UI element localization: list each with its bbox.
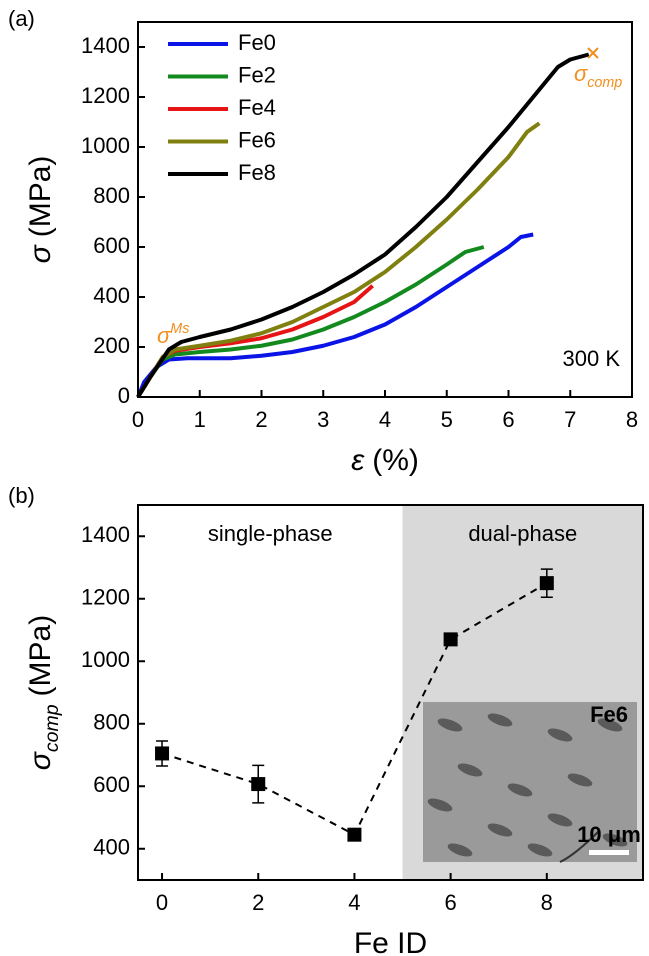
x-tick-label: 7 [564,407,576,432]
inset-precipitate [602,833,628,847]
scale-bar-label: 10 μm [577,822,641,847]
curve [136,52,590,399]
inset-precipitate [547,813,573,827]
label-superscript: Ms [170,321,189,337]
x-tick-label: 8 [541,890,553,915]
legend-label: Fe2 [238,62,276,87]
x-tick-label: 8 [626,407,638,432]
inset-precipitate [567,773,593,787]
y-tick-label: 600 [93,772,130,797]
inset-precipitate [487,823,513,837]
axes-frame [137,504,644,881]
inset-precipitate [597,718,623,732]
y-tick-label: 1200 [81,585,130,610]
scale-bar [589,850,629,855]
inset-precipitate [457,763,483,777]
label-symbol: σ [574,61,588,86]
inset-label: Fe6 [590,702,628,727]
data-point [155,746,170,761]
x-tick-label: 1 [194,407,206,432]
y-tick-label: 200 [93,333,130,358]
x-tick-label: 4 [348,890,360,915]
label-symbol: σ [24,243,57,263]
y-tick-label: 800 [93,183,130,208]
x-tick-label: 2 [252,890,264,915]
y-tick-label: 0 [118,383,130,408]
x-tick-label: 6 [502,407,514,432]
x-tick-label: 3 [317,407,329,432]
stress-marker: σcomp [574,61,622,91]
y-tick-label: 1000 [81,647,130,672]
y-axis-label: σcomp (MPa) [24,615,63,770]
legend-label: Fe0 [238,30,276,55]
curve [136,232,534,398]
label-subscript: comp [41,704,63,752]
y-tick-label: 400 [93,283,130,308]
inset-micrograph: Fe6 10 μm [423,702,641,863]
phase-region [138,505,403,880]
inset-precipitate [437,718,463,732]
panel-label: (b) [8,483,35,508]
inset-crack [559,829,601,863]
x-tick-label: 6 [444,890,456,915]
inset-precipitate [547,728,573,742]
curve [136,245,485,399]
axes-frame [137,21,633,398]
y-axis-label: σ (MPa) [24,156,57,264]
inset-precipitate [447,843,473,857]
label-subscript: comp [587,75,622,91]
data-point [347,827,362,842]
label-unit: (%) [372,444,419,477]
panel-label: (a) [8,6,35,31]
legend-label: Fe8 [238,160,276,185]
y-tick-label: 400 [93,835,130,860]
y-tick-label: 1000 [81,133,130,158]
region-label: dual-phase [468,521,577,546]
x-tick-label: 0 [156,890,168,915]
y-tick-label: 600 [93,233,130,258]
x-tick-label: 2 [255,407,267,432]
legend-label: Fe4 [238,95,276,120]
label-symbol: σ [24,750,57,770]
y-tick-label: 1400 [81,33,130,58]
y-tick-label: 1400 [81,522,130,547]
x-tick-label: 4 [379,407,391,432]
inset-precipitate [527,843,553,857]
region-label: single-phase [208,521,333,546]
x-tick-label: 0 [132,407,144,432]
legend-label: Fe6 [238,127,276,152]
x-axis-label: ε (%) [351,444,419,477]
curve [136,121,541,399]
label-unit: (MPa) [24,615,57,697]
label-symbol: σ [157,323,171,348]
label-unit: (MPa) [24,156,57,238]
data-point [539,576,554,591]
annotation: 300 K [563,346,621,371]
inset-precipitate [507,783,533,797]
y-tick-label: 1200 [81,83,130,108]
y-tick-label: 800 [93,710,130,735]
label-symbol: ε [351,444,365,477]
fracture-cross [587,47,599,59]
inset-precipitate [487,713,513,727]
x-axis-label: Fe ID [354,927,427,956]
x-tick-label: 5 [441,407,453,432]
data-point [251,777,266,792]
data-point [443,632,458,647]
inset-precipitate [427,798,453,812]
stress-marker: σMs [157,321,189,348]
